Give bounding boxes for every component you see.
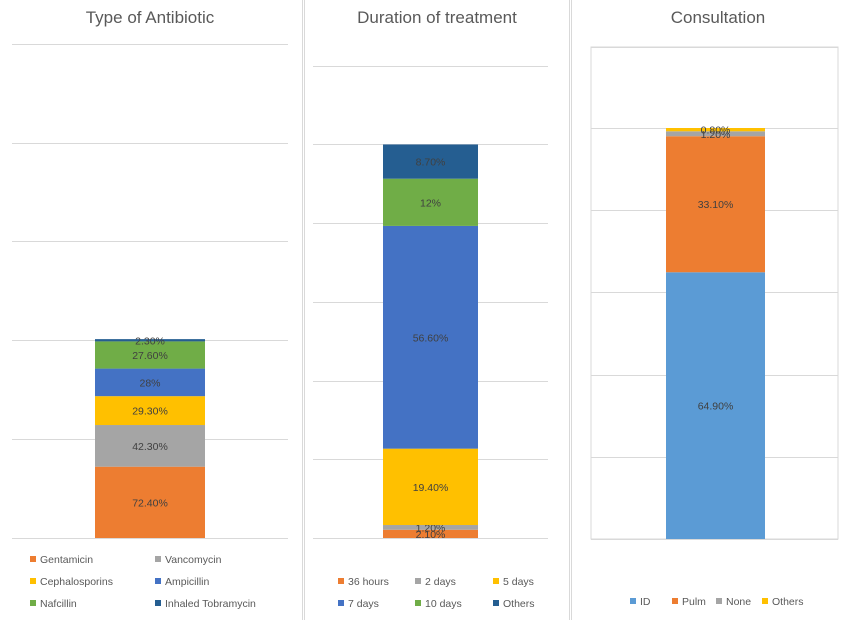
panel-divider-2	[569, 0, 572, 620]
type-of-antibiotic-data-label-inhaled-tobramycin: 2.30%	[135, 335, 165, 347]
type-of-antibiotic-data-label-ampicillin: 28%	[139, 377, 160, 389]
duration-of-treatment-segment-2-days	[383, 525, 478, 530]
type-of-antibiotic-segment-cephalosporins	[95, 396, 205, 426]
duration-of-treatment-legend-marker-others	[493, 600, 499, 606]
panel-divider-1	[302, 0, 305, 620]
duration-of-treatment-legend-label-5-days: 5 days	[503, 576, 534, 588]
type-of-antibiotic-legend-marker-ampicillin	[155, 578, 161, 584]
duration-of-treatment-legend-label-10-days: 10 days	[425, 598, 462, 610]
type-of-antibiotic-legend-label-gentamicin: Gentamicin	[40, 554, 93, 566]
consultation-legend-label-id: ID	[640, 596, 651, 608]
duration-of-treatment-legend-label-7-days: 7 days	[348, 598, 379, 610]
type-of-antibiotic-legend-label-nafcillin: Nafcillin	[40, 598, 77, 610]
consultation-legend-marker-none	[716, 598, 722, 604]
type-of-antibiotic-segment-nafcillin	[95, 341, 205, 369]
duration-of-treatment-segment-10-days	[383, 178, 478, 226]
consultation-data-label-pulm: 33.10%	[698, 199, 734, 211]
duration-of-treatment-data-label-others: 8.70%	[416, 157, 446, 169]
type-of-antibiotic-legend-label-cephalosporins: Cephalosporins	[40, 576, 113, 588]
duration-of-treatment-segment-7-days	[383, 225, 478, 449]
type-of-antibiotic-title: Type of Antibiotic	[86, 8, 215, 27]
consultation-legend-label-others: Others	[772, 596, 804, 608]
duration-of-treatment-legend-label-36-hours: 36 hours	[348, 576, 389, 588]
consultation-data-label-none: 1.20%	[701, 129, 731, 141]
duration-of-treatment-legend-marker-2-days	[415, 578, 421, 584]
duration-of-treatment-data-label-7-days: 56.60%	[413, 332, 449, 344]
consultation-legend-label-pulm: Pulm	[682, 596, 706, 608]
type-of-antibiotic-legend-marker-gentamicin	[30, 556, 36, 562]
type-of-antibiotic-legend-marker-cephalosporins	[30, 578, 36, 584]
type-of-antibiotic-data-label-gentamicin: 72.40%	[132, 497, 168, 509]
duration-of-treatment-legend-marker-10-days	[415, 600, 421, 606]
consultation-legend-label-none: None	[726, 596, 751, 608]
duration-of-treatment-title: Duration of treatment	[357, 8, 517, 27]
duration-of-treatment-legend-label-2-days: 2 days	[425, 576, 456, 588]
type-of-antibiotic-segment-gentamicin	[95, 466, 205, 538]
consultation-segment-none	[666, 131, 765, 137]
type-of-antibiotic-segment-inhaled-tobramycin	[95, 339, 205, 342]
type-of-antibiotic-segment-ampicillin	[95, 368, 205, 397]
duration-of-treatment-data-label-5-days: 19.40%	[413, 482, 449, 494]
duration-of-treatment-segment-others	[383, 144, 478, 179]
type-of-antibiotic-legend-marker-nafcillin	[30, 600, 36, 606]
duration-of-treatment-legend-marker-5-days	[493, 578, 499, 584]
duration-of-treatment-data-label-36-hours: 2.10%	[416, 529, 446, 541]
consultation-data-label-others: 0.80%	[701, 125, 731, 137]
duration-of-treatment-segment-5-days	[383, 448, 478, 526]
duration-of-treatment-legend-marker-36-hours	[338, 578, 344, 584]
duration-of-treatment-legend-marker-7-days	[338, 600, 344, 606]
consultation-segment-pulm	[666, 136, 765, 273]
consultation-title: Consultation	[671, 8, 766, 27]
duration-of-treatment-legend-label-others: Others	[503, 598, 535, 610]
duration-of-treatment-segment-36-hours	[383, 529, 478, 538]
duration-of-treatment-data-label-2-days: 1.20%	[416, 522, 446, 534]
consultation-legend-marker-pulm	[672, 598, 678, 604]
consultation-segment-others	[666, 128, 765, 132]
consultation-data-label-id: 64.90%	[698, 401, 734, 413]
consultation-segment-id	[666, 272, 765, 539]
type-of-antibiotic-legend-marker-vancomycin	[155, 556, 161, 562]
type-of-antibiotic-data-label-nafcillin: 27.60%	[132, 350, 168, 362]
consultation-legend-marker-others	[762, 598, 768, 604]
type-of-antibiotic-legend-label-ampicillin: Ampicillin	[165, 576, 210, 588]
type-of-antibiotic-segment-vancomycin	[95, 425, 205, 467]
type-of-antibiotic-legend-marker-inhaled-tobramycin	[155, 600, 161, 606]
type-of-antibiotic-legend-label-inhaled-tobramycin: Inhaled Tobramycin	[165, 598, 256, 610]
type-of-antibiotic-data-label-vancomycin: 42.30%	[132, 441, 168, 453]
type-of-antibiotic-data-label-cephalosporins: 29.30%	[132, 406, 168, 418]
type-of-antibiotic-legend-label-vancomycin: Vancomycin	[165, 554, 222, 566]
duration-of-treatment-data-label-10-days: 12%	[420, 197, 441, 209]
consultation-legend-marker-id	[630, 598, 636, 604]
